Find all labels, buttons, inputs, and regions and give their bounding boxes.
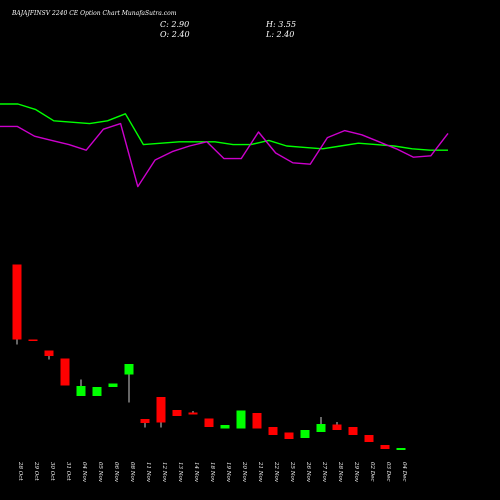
candle-body-up — [220, 425, 230, 429]
x-tick-label: 30 Oct — [49, 462, 55, 481]
candle-body-down — [204, 418, 214, 427]
x-tick-label: 05 Nov — [97, 462, 103, 483]
x-tick-label: 13 Nov — [177, 462, 183, 483]
x-tick-label: 25 Nov — [289, 461, 295, 483]
x-axis-ticks: 28 Oct 29 Oct 30 Oct 31 Oct 04 Nov 05 Nov 06 N… — [17, 461, 407, 483]
candle-body-down — [332, 424, 342, 430]
candle-body-down — [12, 264, 22, 340]
x-tick-label: 20 Nov — [241, 461, 247, 483]
open-value: O: 2.40 — [160, 30, 190, 39]
candle — [268, 427, 278, 435]
candle — [60, 358, 70, 386]
close-value: C: 2.90 — [160, 20, 189, 29]
candle-body-down — [348, 427, 358, 435]
x-tick-label: 31 Oct — [65, 462, 71, 481]
candle — [316, 417, 326, 432]
candle-body-down — [380, 445, 390, 449]
chart-title: BAJAJFINSV 2240 CE Option Chart MunafaSu… — [11, 10, 177, 17]
candle — [76, 379, 86, 396]
x-tick-label: 28 Oct — [17, 461, 23, 481]
candle-body-down — [364, 435, 374, 442]
candle-body-down — [44, 350, 54, 356]
indicator-line-green — [0, 103, 448, 151]
candle — [348, 427, 358, 435]
candle — [156, 397, 166, 428]
candle — [124, 364, 134, 403]
low-value: L: 2.40 — [265, 30, 294, 39]
candle — [92, 387, 102, 396]
candle-body-down — [28, 339, 38, 341]
candle-body-down — [60, 358, 70, 386]
candle-body-up — [236, 410, 246, 429]
candle — [236, 410, 246, 429]
x-tick-label: 27 Nov — [321, 461, 327, 483]
candle — [28, 339, 38, 341]
candle-body-up — [108, 383, 118, 387]
x-tick-label: 22 Nov — [273, 461, 279, 483]
x-tick-label: 29 Nov — [353, 461, 359, 483]
x-tick-label: 04 Nov — [81, 462, 87, 483]
x-tick-label: 14 Nov — [193, 462, 199, 483]
x-tick-label: 02 Dec — [369, 462, 375, 482]
candle-body-down — [140, 419, 150, 423]
x-tick-label: 28 Nov — [337, 461, 343, 483]
candle — [364, 435, 374, 442]
candle-body-up — [92, 387, 102, 396]
candle — [188, 411, 198, 415]
indicator-line-magenta — [0, 122, 449, 188]
candle — [380, 445, 390, 449]
x-tick-label: 19 Nov — [225, 462, 231, 483]
candle-body-up — [76, 386, 86, 396]
candle-body-down — [172, 410, 182, 416]
candle — [252, 413, 262, 429]
x-tick-label: 03 Dec — [385, 462, 391, 482]
candle-body-down — [188, 412, 198, 415]
x-tick-label: 04 Dec — [401, 462, 407, 482]
candle-body-down — [268, 427, 278, 435]
candle — [396, 448, 406, 450]
candle — [172, 410, 182, 416]
x-tick-label: 11 Nov — [145, 462, 151, 483]
candle-body-up — [396, 448, 406, 450]
candle-body-down — [284, 432, 294, 439]
x-tick-label: 08 Nov — [129, 462, 135, 483]
x-tick-label: 26 Nov — [305, 461, 311, 483]
candle — [204, 418, 214, 427]
candle — [140, 419, 150, 428]
candle — [44, 350, 54, 360]
candle — [108, 383, 118, 387]
high-value: H: 3.55 — [265, 20, 296, 29]
candle-body-down — [156, 397, 166, 423]
candle-body-up — [300, 430, 310, 438]
indicator-panel — [0, 103, 449, 188]
x-tick-label: 12 Nov — [161, 462, 167, 483]
x-tick-label: 21 Nov — [257, 461, 263, 483]
candle — [12, 264, 22, 345]
x-tick-label: 29 Oct — [33, 461, 39, 481]
candlestick-panel — [12, 264, 406, 450]
candle — [220, 425, 230, 429]
candle — [300, 430, 310, 438]
candle — [332, 422, 342, 430]
x-tick-label: 06 Nov — [113, 462, 119, 483]
candle — [284, 432, 294, 439]
candle-body-up — [316, 424, 326, 432]
candle-body-down — [252, 413, 262, 429]
x-tick-label: 18 Nov — [209, 462, 215, 483]
candle-body-up — [124, 364, 134, 375]
